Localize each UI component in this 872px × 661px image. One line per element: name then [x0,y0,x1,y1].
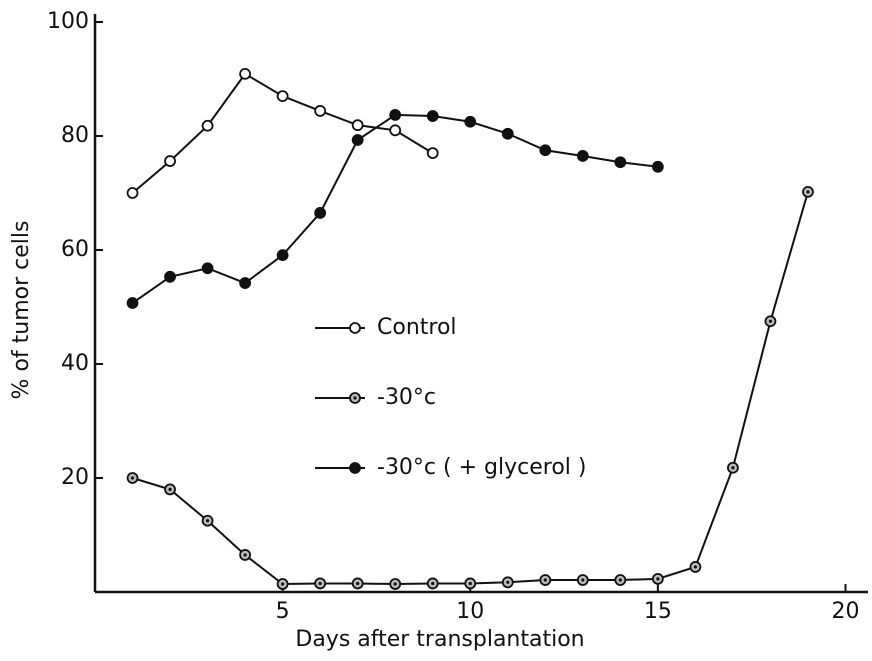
data-point-center [205,519,210,523]
x-tick-label: 5 [276,599,290,624]
legend-marker [349,322,361,334]
data-point [314,207,327,219]
data-point [651,160,664,173]
x-axis-label: Days after transplantation [295,627,584,652]
data-point [239,277,251,289]
data-point [464,115,477,128]
legend-label: Control [377,315,457,340]
data-point [126,187,139,199]
data-point-center [281,582,285,586]
data-point [539,144,552,157]
legend-label: -30°c ( + glycerol ) [377,455,586,480]
data-point-center [768,319,773,323]
data-point-center [543,578,547,582]
y-tick-label: 20 [61,465,89,490]
x-tick-label: 15 [644,599,672,624]
y-tick-label: 80 [61,123,89,148]
data-point-center [618,578,622,582]
x-tick-label: 10 [456,599,484,624]
data-point [614,156,627,169]
series-line [131,113,658,304]
data-point [276,90,289,102]
data-point-center [318,581,322,586]
data-point-center [581,578,585,582]
data-point [276,249,289,262]
data-point [314,105,327,117]
data-point [164,155,176,167]
data-point-center [656,577,660,581]
legend-marker [349,462,361,474]
x-tick-label: 20 [831,599,859,624]
legend-marker-center [353,396,357,400]
data-point [126,297,139,309]
data-point-center [693,565,697,569]
data-point [426,110,439,122]
data-point [576,150,589,162]
data-point [426,147,439,160]
data-point [351,119,364,132]
y-tick-label: 40 [61,351,89,376]
legend-label: -30°c [377,385,436,410]
data-point [201,262,214,275]
data-point [501,127,514,140]
data-point-center [356,581,360,586]
data-point [389,124,402,137]
y-tick-label: 60 [61,237,89,262]
y-axis-label: % of tumor cells [9,221,34,400]
data-point-center [431,581,435,586]
data-point-center [506,580,510,584]
data-point-center [243,553,247,557]
data-point [201,119,214,132]
data-point-center [130,476,135,480]
data-point-center [731,466,735,470]
y-tick-label: 100 [47,9,89,34]
data-point-center [393,582,397,586]
data-point [239,67,251,80]
data-point-center [806,190,810,194]
data-point [389,109,402,121]
data-point-center [168,487,172,491]
data-point-center [468,581,472,586]
data-point [164,270,176,283]
series-line [132,191,809,586]
data-point [351,134,364,146]
